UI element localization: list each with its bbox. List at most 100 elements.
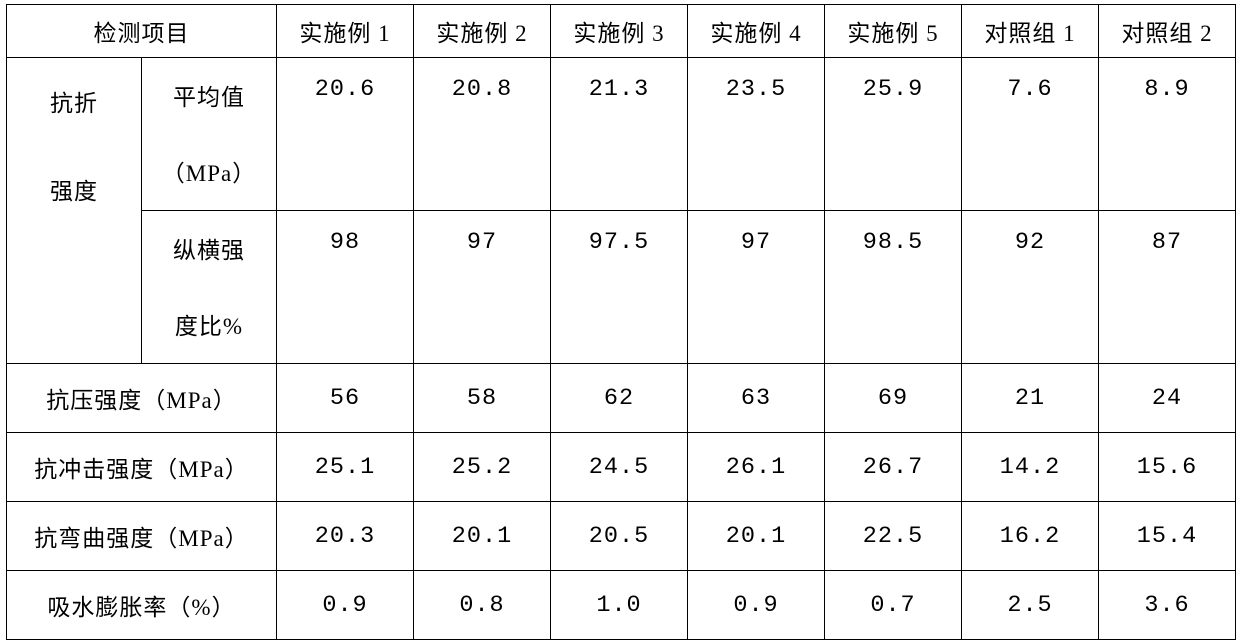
row3-v3: 1.0 [596, 592, 641, 619]
row1-v7: 15.6 [1137, 454, 1197, 481]
group-ratio-c2: 97 [414, 211, 551, 364]
row2-c6: 16.2 [962, 502, 1099, 571]
row1-v5: 26.7 [863, 454, 923, 481]
header-col-1: 实施例 1 [277, 5, 414, 58]
group-avg-v6: 7.6 [1007, 76, 1052, 103]
header-col-7-label: 对照组 2 [1121, 21, 1212, 46]
row1-v3: 24.5 [589, 454, 649, 481]
row3-c3: 1.0 [551, 571, 688, 640]
group-avg-c3: 21.3 [551, 58, 688, 211]
group-avg-v5: 25.9 [863, 76, 923, 103]
group-sub-ratio-label-cell: 纵横强 度比% [142, 211, 277, 364]
row-swelling-label: 吸水膨胀率（%） [47, 595, 235, 620]
group-sub-avg-label-line2: （MPa） [162, 154, 256, 188]
group-avg-c4: 23.5 [688, 58, 825, 211]
row2-c5: 22.5 [825, 502, 962, 571]
row1-c3: 24.5 [551, 433, 688, 502]
row0-v1: 56 [330, 385, 360, 412]
row0-c4: 63 [688, 364, 825, 433]
group-sub-avg-label: 平均值 （MPa） [142, 58, 276, 210]
row1-v6: 14.2 [1000, 454, 1060, 481]
group-sub-ratio-label-line2: 度比% [175, 307, 243, 341]
row-impact-label-cell: 抗冲击强度（MPa） [7, 433, 277, 502]
table-header-row: 检测项目 实施例 1 实施例 2 实施例 3 实施例 4 实施例 5 对照组 1… [7, 5, 1236, 58]
row1-v2: 25.2 [452, 454, 512, 481]
row0-v4: 63 [741, 385, 771, 412]
group-avg-c7: 8.9 [1099, 58, 1236, 211]
group-sub-avg-label-line1: 平均值 [173, 78, 245, 112]
row2-c1: 20.3 [277, 502, 414, 571]
group-ratio-v1: 98 [330, 229, 360, 256]
group-ratio-c5: 98.5 [825, 211, 962, 364]
header-col-5-label: 实施例 5 [847, 21, 938, 46]
row1-c4: 26.1 [688, 433, 825, 502]
row0-c5: 69 [825, 364, 962, 433]
group-ratio-v4: 97 [741, 229, 771, 256]
group-ratio-v6: 92 [1015, 229, 1045, 256]
row-compressive: 抗压强度（MPa） 56 58 62 63 69 21 24 [7, 364, 1236, 433]
group-flexural-label-cell: 抗折 强度 [7, 58, 142, 364]
row3-v5: 0.7 [870, 592, 915, 619]
group-flexural-label: 抗折 强度 [7, 58, 141, 363]
row0-v7: 24 [1152, 385, 1182, 412]
row-swelling-label-cell: 吸水膨胀率（%） [7, 571, 277, 640]
group-avg-c5: 25.9 [825, 58, 962, 211]
row2-v7: 15.4 [1137, 523, 1197, 550]
header-test-item: 检测项目 [7, 5, 277, 58]
row0-c3: 62 [551, 364, 688, 433]
row0-c7: 24 [1099, 364, 1236, 433]
group-avg-v1: 20.6 [315, 76, 375, 103]
row2-c2: 20.1 [414, 502, 551, 571]
row-bending: 抗弯曲强度（MPa） 20.3 20.1 20.5 20.1 22.5 16.2… [7, 502, 1236, 571]
group-avg-v7: 8.9 [1144, 76, 1189, 103]
row2-v1: 20.3 [315, 523, 375, 550]
row3-c6: 2.5 [962, 571, 1099, 640]
group-ratio-c3: 97.5 [551, 211, 688, 364]
group-sub-ratio-label-line1: 纵横强 [173, 231, 245, 265]
group-flexural-label-line1: 抗折 [50, 84, 98, 118]
header-col-3: 实施例 3 [551, 5, 688, 58]
data-table-container: 检测项目 实施例 1 实施例 2 实施例 3 实施例 4 实施例 5 对照组 1… [0, 0, 1240, 644]
row3-c4: 0.9 [688, 571, 825, 640]
row3-c7: 3.6 [1099, 571, 1236, 640]
group-avg-v2: 20.8 [452, 76, 512, 103]
group-ratio-v5: 98.5 [863, 229, 923, 256]
group-ratio-c4: 97 [688, 211, 825, 364]
row0-v3: 62 [604, 385, 634, 412]
header-col-4-label: 实施例 4 [710, 21, 801, 46]
row3-c2: 0.8 [414, 571, 551, 640]
row0-c1: 56 [277, 364, 414, 433]
row1-c5: 26.7 [825, 433, 962, 502]
row0-c6: 21 [962, 364, 1099, 433]
row3-v1: 0.9 [322, 592, 367, 619]
row-compressive-label-cell: 抗压强度（MPa） [7, 364, 277, 433]
data-table: 检测项目 实施例 1 实施例 2 实施例 3 实施例 4 实施例 5 对照组 1… [6, 4, 1236, 640]
row2-v2: 20.1 [452, 523, 512, 550]
row1-v4: 26.1 [726, 454, 786, 481]
group-flexural-row-avg: 抗折 强度 平均值 （MPa） 20.6 20.8 21.3 23.5 25.9… [7, 58, 1236, 211]
row2-v4: 20.1 [726, 523, 786, 550]
row2-v3: 20.5 [589, 523, 649, 550]
row0-c2: 58 [414, 364, 551, 433]
row-swelling: 吸水膨胀率（%） 0.9 0.8 1.0 0.9 0.7 2.5 3.6 [7, 571, 1236, 640]
group-ratio-c1: 98 [277, 211, 414, 364]
group-sub-avg-label-cell: 平均值 （MPa） [142, 58, 277, 211]
header-col-6-label: 对照组 1 [984, 21, 1075, 46]
row3-v6: 2.5 [1007, 592, 1052, 619]
row2-c7: 15.4 [1099, 502, 1236, 571]
row2-v6: 16.2 [1000, 523, 1060, 550]
header-col-3-label: 实施例 3 [573, 21, 664, 46]
row1-v1: 25.1 [315, 454, 375, 481]
row1-c1: 25.1 [277, 433, 414, 502]
header-col-2: 实施例 2 [414, 5, 551, 58]
row-impact: 抗冲击强度（MPa） 25.1 25.2 24.5 26.1 26.7 14.2… [7, 433, 1236, 502]
group-avg-c1: 20.6 [277, 58, 414, 211]
group-flexural-row-ratio: 纵横强 度比% 98 97 97.5 97 98.5 92 87 [7, 211, 1236, 364]
row-bending-label-cell: 抗弯曲强度（MPa） [7, 502, 277, 571]
header-col-5: 实施例 5 [825, 5, 962, 58]
group-ratio-c6: 92 [962, 211, 1099, 364]
header-col-7: 对照组 2 [1099, 5, 1236, 58]
row3-v4: 0.9 [733, 592, 778, 619]
row-impact-label: 抗冲击强度（MPa） [34, 457, 248, 482]
group-ratio-v3: 97.5 [589, 229, 649, 256]
